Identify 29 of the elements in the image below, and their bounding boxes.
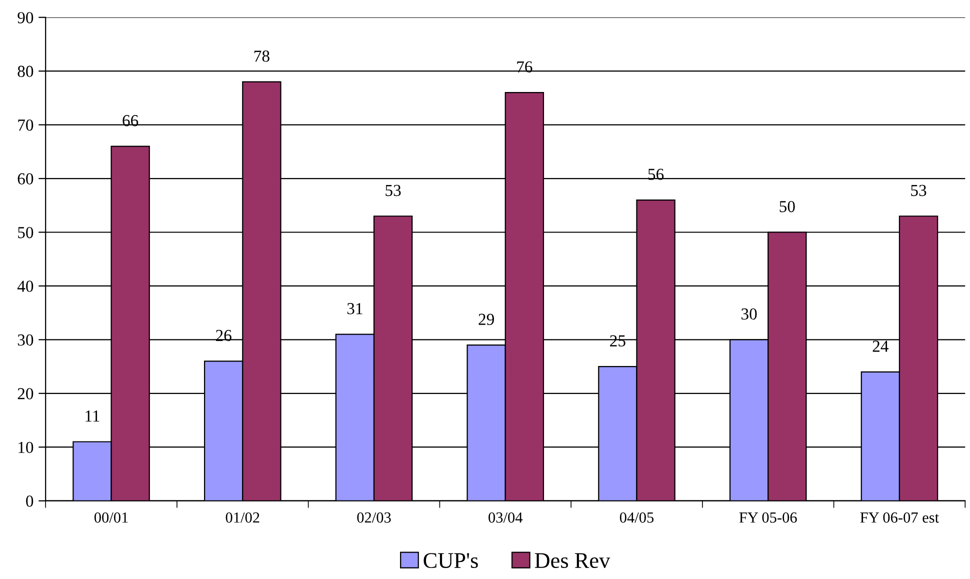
data-label: 50 (780, 200, 795, 212)
data-label: 31 (347, 303, 362, 314)
x-tick-label: 03/04 (488, 512, 523, 523)
y-tick-label: 70 (18, 120, 34, 131)
data-label: 24 (872, 340, 888, 352)
y-tick-label: 90 (18, 12, 34, 24)
data-label: 66 (122, 115, 138, 126)
x-tick-label: 02/03 (357, 512, 391, 523)
y-tick-label: 60 (18, 173, 34, 184)
y-tick-label: 20 (18, 388, 34, 400)
legend-label: CUP's (424, 553, 478, 568)
y-tick-label: 40 (17, 280, 34, 292)
y-tick-label: 10 (18, 442, 34, 454)
x-tick-label: 04/05 (620, 512, 654, 523)
x-tick-label: FY 05-06 (739, 512, 797, 523)
data-label: 30 (742, 308, 757, 320)
y-tick-label: 30 (18, 334, 34, 346)
x-tick-label: 00/01 (94, 512, 128, 523)
x-tick-label: FY 06-07 est (860, 512, 939, 523)
data-label: 11 (86, 410, 100, 422)
data-label: 53 (911, 184, 926, 196)
y-tick-label: 50 (18, 226, 34, 238)
data-label: 29 (478, 314, 494, 325)
y-tick-label: 0 (26, 496, 34, 507)
legend-label: Des Rev (534, 553, 610, 568)
data-label: 78 (254, 50, 270, 62)
x-tick-label: 01/02 (226, 512, 260, 523)
data-label: 53 (386, 184, 401, 196)
y-tick-label: 80 (18, 66, 34, 78)
